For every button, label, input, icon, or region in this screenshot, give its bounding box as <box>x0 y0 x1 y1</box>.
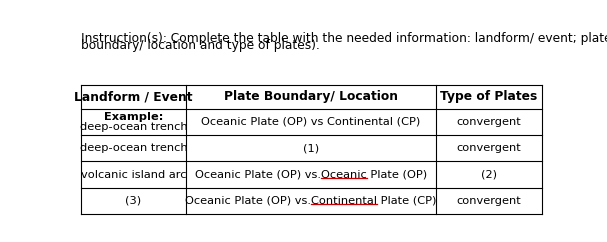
Text: Oceanic Plate (OP) vs.Oceanic Plate (OP): Oceanic Plate (OP) vs.Oceanic Plate (OP) <box>195 170 427 180</box>
Text: Landform / Event: Landform / Event <box>74 90 192 103</box>
Text: Oceanic Plate (OP) vs.: Oceanic Plate (OP) vs. <box>0 241 1 242</box>
Text: Oceanic Plate (OP) vs.Continental: Oceanic Plate (OP) vs.Continental <box>0 241 1 242</box>
Text: Instruction(s): Complete the table with the needed information: landform/ event;: Instruction(s): Complete the table with … <box>81 32 607 45</box>
Text: Oceanic Plate (OP) vs.Continental Plate (CP): Oceanic Plate (OP) vs.Continental Plate … <box>185 196 437 206</box>
Text: Plate Boundary/ Location: Plate Boundary/ Location <box>224 90 398 103</box>
Text: Example:: Example: <box>104 112 163 122</box>
Text: Oceanic Plate (OP) vs Continental (CP): Oceanic Plate (OP) vs Continental (CP) <box>202 117 421 127</box>
Text: Oceanic Plate (OP) vs.Oceanic: Oceanic Plate (OP) vs.Oceanic <box>0 241 1 242</box>
Text: (1): (1) <box>303 143 319 153</box>
Text: convergent: convergent <box>456 117 521 127</box>
Text: deep-ocean trench: deep-ocean trench <box>80 143 187 153</box>
Text: boundary/ location and type of plates).: boundary/ location and type of plates). <box>81 39 319 52</box>
Text: (2): (2) <box>481 170 497 180</box>
Text: convergent: convergent <box>456 143 521 153</box>
Text: convergent: convergent <box>456 196 521 206</box>
Text: Oceanic Plate (OP) vs.: Oceanic Plate (OP) vs. <box>0 241 1 242</box>
Text: deep-ocean trench: deep-ocean trench <box>80 122 187 132</box>
Text: volcanic island arc: volcanic island arc <box>81 170 186 180</box>
Text: (3): (3) <box>125 196 141 206</box>
Text: Type of Plates: Type of Plates <box>440 90 537 103</box>
